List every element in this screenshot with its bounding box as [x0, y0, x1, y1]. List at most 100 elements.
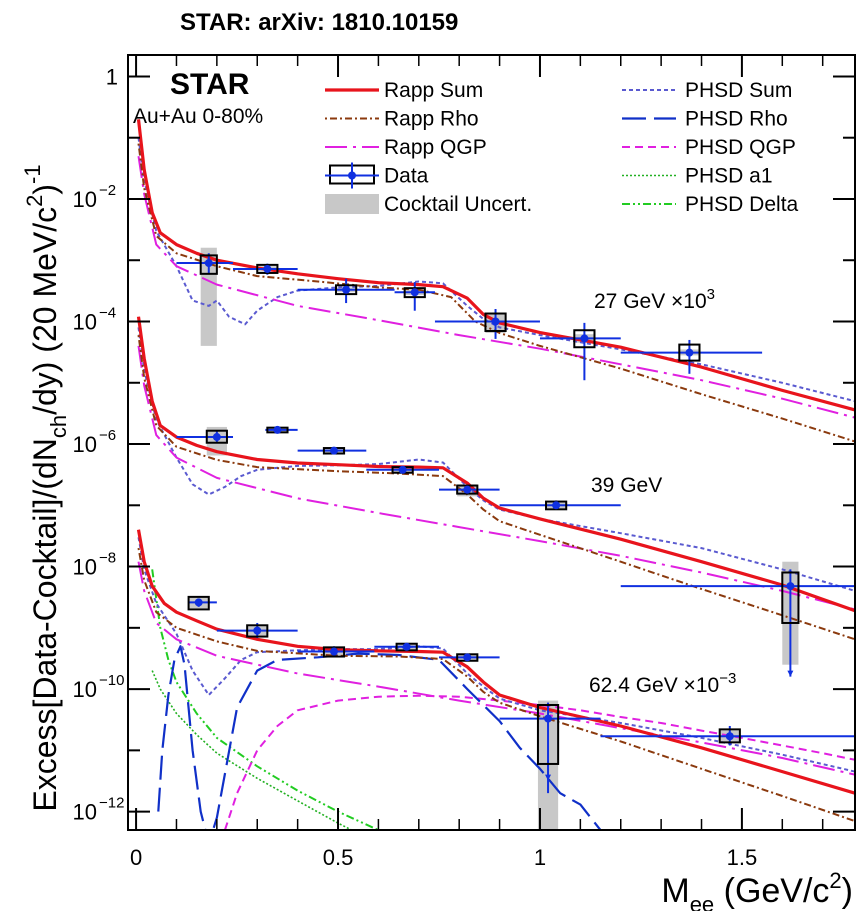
- y-tick-label-6: 10: [73, 800, 97, 825]
- data-point-2-2-marker: [329, 647, 338, 656]
- legend-right-1-label: PHSD Rho: [685, 108, 788, 131]
- curve-rapp_qgp-2: [137, 561, 855, 776]
- curve-rapp_rho-0: [137, 143, 855, 443]
- curve-rapp_sum-1: [136, 316, 855, 613]
- data-point-0-3: [394, 282, 435, 311]
- legend-right-4-label: PHSD Delta: [685, 193, 799, 216]
- model-curves: [136, 119, 855, 830]
- legend: Rapp Sum Rapp Rho Rapp QGP Data Cocktail Unc…: [325, 79, 799, 216]
- legend-left-0-label: Rapp Sum: [384, 79, 483, 102]
- legend-left-4-label: Cocktail Uncert.: [384, 193, 532, 216]
- data-point-1-3-marker: [398, 465, 407, 474]
- chart-title: STAR: [170, 68, 250, 101]
- data-point-1-5: [499, 500, 621, 511]
- upper-limit-arrow-2-0: [787, 670, 794, 677]
- curve-rapp_rho-2: [137, 547, 855, 823]
- curve-rapp_qgp-1: [137, 345, 855, 611]
- data-point-2-4: [438, 653, 500, 662]
- legend-left-3-marker: [348, 171, 356, 180]
- data-point-2-6: [600, 725, 855, 746]
- energy-label-main-1: 39 GeV: [591, 474, 662, 497]
- arxiv-reference: STAR: arXiv: 1810.10159: [180, 9, 458, 36]
- legend-left-3-label: Data: [384, 165, 429, 188]
- data-point-2-7-marker: [786, 582, 795, 591]
- data-point-2-7: [620, 569, 855, 677]
- data-point-1-4-marker: [463, 485, 472, 494]
- data-point-2-3-marker: [402, 642, 411, 651]
- data-point-1-4: [438, 484, 500, 495]
- y-tick-exp-2: −4: [99, 305, 116, 322]
- data-point-0-5-syst: [573, 329, 596, 349]
- data-point-1-0-marker: [212, 433, 221, 442]
- energy-label-sup-0: 3: [707, 286, 715, 303]
- y-title-part-5: -1: [20, 164, 45, 184]
- energy-label-1: 39 GeV: [591, 474, 662, 497]
- data-point-2-7-syst: [781, 571, 800, 624]
- data-point-0-3-marker: [410, 288, 419, 297]
- data-point-2-0-syst: [187, 595, 210, 611]
- data-point-2-2: [297, 646, 375, 658]
- energy-label-2: 62.4 GeV ×10−3: [589, 670, 736, 697]
- y-tick-label-0: 1: [106, 64, 118, 89]
- data-point-1-2-marker: [329, 446, 338, 455]
- data-points: [176, 253, 855, 794]
- legend-right-2-label: PHSD QGP: [685, 136, 796, 159]
- y-tick-label-1: 10: [73, 187, 97, 212]
- legend-right-0-label: PHSD Sum: [685, 79, 792, 102]
- data-point-2-6-syst: [718, 728, 741, 744]
- curve-phsd_a1-2: [151, 670, 354, 830]
- y-tick-label-4: 10: [73, 555, 97, 580]
- x-tick-label-3: 1.5: [727, 845, 758, 870]
- y-tick-exp-4: −8: [99, 550, 116, 567]
- data-point-0-0-syst: [199, 254, 218, 275]
- x-title-part-0: M: [661, 872, 689, 910]
- data-point-1-1: [265, 425, 298, 434]
- data-point-2-5-syst: [536, 703, 560, 765]
- data-point-0-4-syst: [484, 312, 507, 332]
- data-point-2-1-syst: [246, 624, 269, 638]
- y-tick-exp-5: −10: [99, 672, 124, 689]
- legend-right-3-label: PHSD a1: [685, 165, 773, 188]
- data-point-2-1-marker: [253, 626, 262, 635]
- data-point-1-2: [297, 446, 367, 455]
- data-point-1-0: [176, 429, 234, 444]
- x-title-part-3: 2: [829, 868, 841, 893]
- x-tick-label-2: 1: [534, 845, 546, 870]
- y-title-part-4: ): [27, 184, 63, 195]
- y-axis-title: Excess[Data-Cocktail]/(dNch/dy) (20 MeV/…: [20, 164, 71, 811]
- energy-label-main-2: 62.4 GeV ×10: [589, 674, 719, 697]
- y-tick-exp-3: −6: [99, 427, 116, 444]
- energy-label-sup-2: −3: [719, 670, 736, 687]
- data-point-1-0-syst: [205, 429, 228, 444]
- data-point-2-0-marker: [194, 598, 203, 607]
- x-title-part-2: (GeV/c: [714, 872, 829, 910]
- data-point-2-1: [216, 622, 298, 639]
- data-point-2-4-marker: [463, 653, 472, 662]
- data-point-2-0: [187, 595, 217, 611]
- x-tick-label-1: 0.5: [323, 845, 354, 870]
- y-title-part-0: Excess[Data-Cocktail]/(dN: [27, 438, 63, 811]
- plot-frame: [127, 54, 856, 831]
- data-point-0-3-syst: [403, 287, 426, 299]
- y-tick-exp-1: −2: [99, 182, 116, 199]
- y-title-part-3: 2: [22, 195, 47, 207]
- data-point-0-5: [539, 322, 621, 381]
- y-tick-label-5: 10: [73, 677, 97, 702]
- data-point-0-0: [176, 253, 234, 275]
- x-axis-title: Mee (GeV/c2): [661, 868, 853, 911]
- legend-left-1-label: Rapp Rho: [384, 108, 479, 131]
- data-point-1-3: [366, 465, 439, 474]
- data-point-0-2-marker: [342, 285, 351, 294]
- data-point-0-0-marker: [204, 259, 213, 268]
- curve-phsd_rho-2: [157, 645, 603, 830]
- data-point-2-3: [374, 642, 439, 652]
- upper-limit-arrow-2-extra: [545, 774, 552, 781]
- data-point-0-6-syst: [678, 343, 701, 362]
- chart-subtitle: Au+Au 0-80%: [133, 105, 263, 128]
- data-point-0-2-syst: [335, 284, 358, 296]
- y-tick-label-3: 10: [73, 432, 97, 457]
- annotations: STAR Au+Au 0-80% 27 GeV ×103 39 GeV 62.4 G…: [133, 68, 736, 697]
- data-point-2-5-marker: [544, 714, 553, 723]
